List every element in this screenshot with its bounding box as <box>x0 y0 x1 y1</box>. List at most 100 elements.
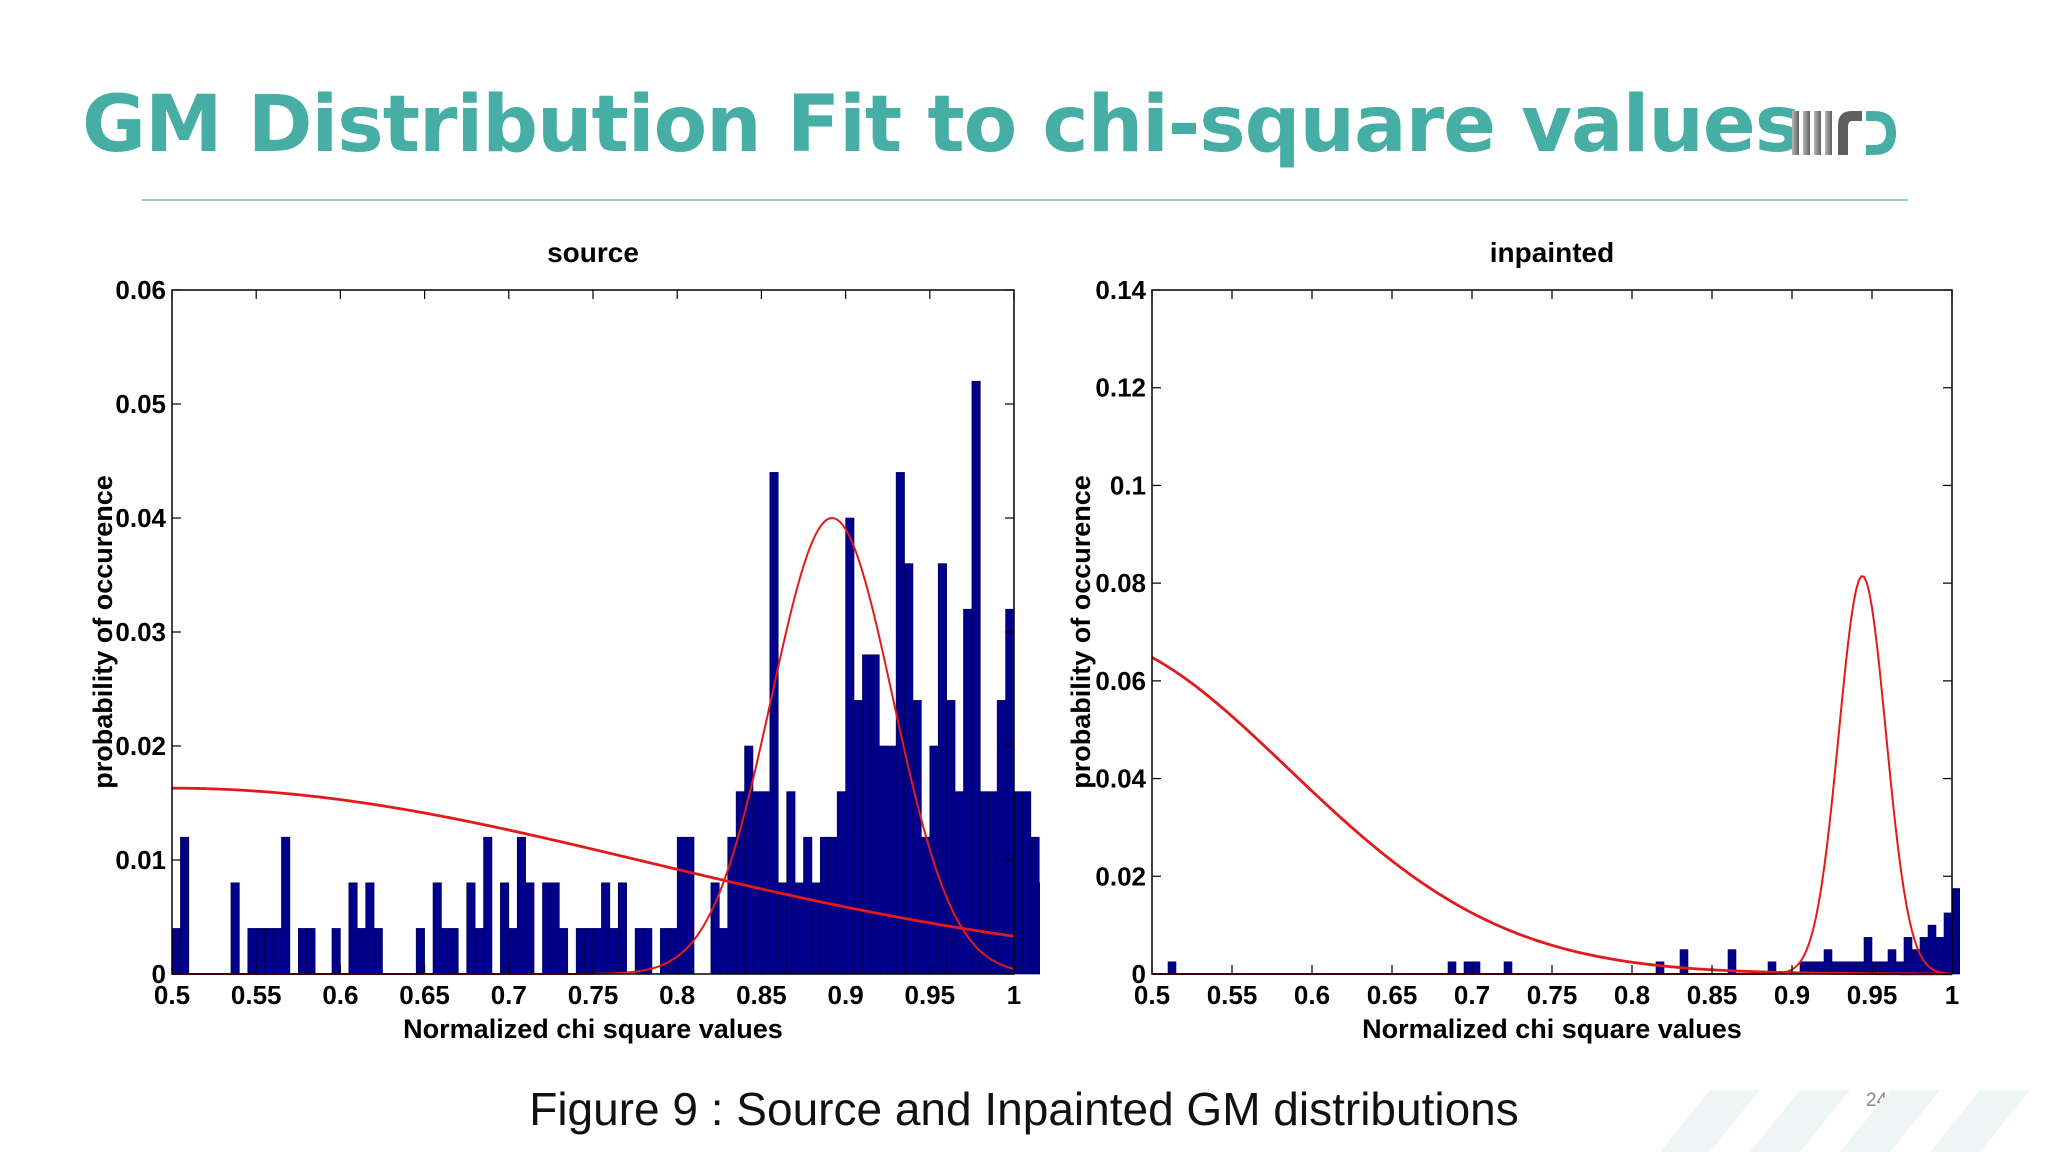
histogram-bar <box>1863 937 1873 975</box>
histogram-bar <box>281 836 291 975</box>
histogram-bar <box>180 836 190 975</box>
histogram-bar <box>365 882 375 975</box>
histogram-bar <box>617 882 627 975</box>
histogram-bar <box>685 836 695 975</box>
histogram-bar <box>575 928 585 975</box>
x-tick-label: 0.65 <box>1367 980 1418 1010</box>
histogram-bar <box>1463 961 1473 975</box>
histogram-bar <box>298 928 308 975</box>
x-tick-label: 0.5 <box>154 980 190 1010</box>
histogram-bar <box>1022 791 1032 975</box>
histogram-bar <box>634 928 644 975</box>
x-tick-label: 0.9 <box>1774 980 1810 1010</box>
histogram-bar <box>1030 836 1040 975</box>
axes-box <box>1151 289 1953 975</box>
y-tick-label: 0 <box>152 959 166 989</box>
histogram-bar <box>786 791 796 975</box>
histogram-bar <box>601 882 611 975</box>
x-tick-label: 1 <box>1945 980 1959 1010</box>
y-axis-label: probability of occurence <box>88 475 118 789</box>
source-histogram-chart: source 0.5 0.55 0.6 0.65 0.7 0.75 0.8 0.85 0.9 0.9… <box>88 237 1040 1044</box>
histogram-bar <box>845 517 855 975</box>
histogram-bar <box>1887 949 1897 975</box>
histogram-bar <box>937 563 947 975</box>
histogram-bar <box>820 836 830 975</box>
x-tick-label: 0.85 <box>736 980 787 1010</box>
histogram-bar <box>331 928 341 975</box>
corner-stripes-decoration <box>1660 1090 2030 1152</box>
histogram-bar <box>769 472 779 975</box>
histogram-bar <box>516 836 526 975</box>
histogram-bar <box>1879 961 1889 975</box>
x-tick-label: 1 <box>1007 980 1021 1010</box>
histogram-bar <box>1935 937 1945 975</box>
histogram-bar <box>1951 888 1960 975</box>
histogram-bar <box>963 608 973 975</box>
x-tick-label: 0.5 <box>1134 980 1170 1010</box>
x-tick-label: 0.6 <box>322 980 358 1010</box>
histogram-bar <box>1655 961 1665 975</box>
chart-title: inpainted <box>1490 237 1614 268</box>
gm-fit-curve <box>1152 575 1953 975</box>
histogram-bar <box>255 928 265 975</box>
histogram-bar <box>887 745 897 975</box>
histogram-bar <box>264 928 274 975</box>
y-tick-label: 0 <box>1132 959 1146 989</box>
histogram-bar <box>306 928 316 975</box>
histogram-bar <box>171 928 181 975</box>
histogram-bar <box>542 882 552 975</box>
histogram-bar <box>870 654 880 975</box>
histogram-bar <box>895 472 905 975</box>
histogram-bar <box>1038 882 1040 975</box>
x-axis-label: Normalized chi square values <box>403 1014 783 1044</box>
slide-title: GM Distribution Fit to chi-square values <box>82 80 1801 170</box>
histogram-bar <box>415 928 425 975</box>
histogram-bar <box>980 791 990 975</box>
gm-fit-curve <box>172 786 1015 938</box>
histogram-bar <box>449 928 459 975</box>
x-tick-label: 0.55 <box>231 980 282 1010</box>
histogram-bar <box>954 791 964 975</box>
iiitd-logo <box>1792 111 1896 155</box>
histogram-bar <box>1503 961 1513 975</box>
histogram-bar <box>525 882 535 975</box>
histogram-bar <box>483 836 493 975</box>
histogram-bar <box>921 836 931 975</box>
histogram-bar <box>836 791 846 975</box>
x-tick-label: 0.75 <box>568 980 619 1010</box>
histogram-bar <box>1005 608 1015 975</box>
y-tick-label: 0.08 <box>1095 568 1146 598</box>
histogram-bar <box>643 928 653 975</box>
figure-caption: Figure 9 : Source and Inpainted GM distr… <box>529 1083 1519 1135</box>
histogram-bar <box>550 882 560 975</box>
y-tick-label: 0.01 <box>115 845 166 875</box>
x-tick-label: 0.95 <box>1847 980 1898 1010</box>
histogram-bar <box>1013 791 1023 975</box>
histogram-bar <box>853 700 863 975</box>
histogram-bar <box>474 928 484 975</box>
x-tick-label: 0.95 <box>904 980 955 1010</box>
histogram-bar <box>356 928 366 975</box>
y-tick-label: 0.06 <box>1095 666 1146 696</box>
chart-title: source <box>547 237 639 268</box>
y-tick-label: 0.1 <box>1110 470 1146 500</box>
histogram-bar <box>803 836 813 975</box>
y-tick-label: 0.02 <box>115 731 166 761</box>
histogram-bar <box>1903 937 1913 975</box>
histogram-bar <box>1943 912 1953 975</box>
histogram-bar <box>1895 961 1905 975</box>
histogram-bar <box>584 928 594 975</box>
histogram-bar <box>1447 961 1457 975</box>
histogram-bar <box>971 380 981 975</box>
histogram-bar <box>878 745 889 975</box>
y-tick-label: 0.05 <box>115 389 166 419</box>
histogram-bar <box>1823 949 1833 975</box>
histogram-bar <box>247 928 257 975</box>
y-tick-label: 0.04 <box>1095 764 1146 794</box>
histogram-bars <box>1167 888 1960 975</box>
y-tick-label: 0.03 <box>115 617 166 647</box>
gm-fit-curve <box>1151 656 1953 976</box>
histogram-bar <box>912 700 922 975</box>
x-tick-label: 0.55 <box>1207 980 1258 1010</box>
histogram-bar <box>432 882 442 975</box>
